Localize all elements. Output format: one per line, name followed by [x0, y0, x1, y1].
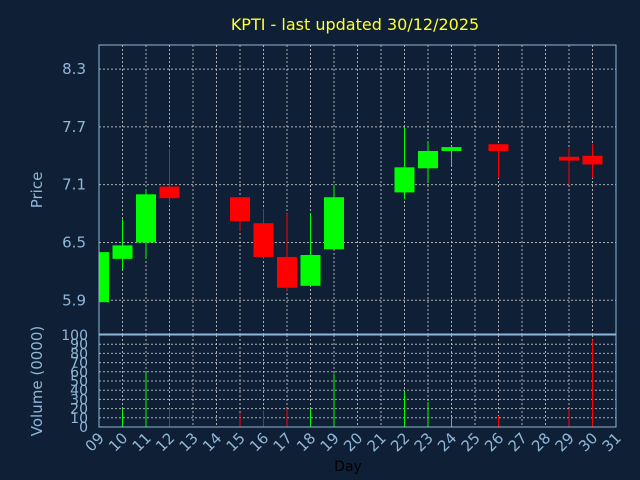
price-panel-frame — [98, 44, 617, 335]
volume-tick-label: 0 — [79, 420, 88, 436]
candle-body — [159, 186, 180, 199]
volume-gridlines — [98, 334, 617, 428]
x-tick-label: 16 — [246, 429, 272, 455]
candle-body — [559, 156, 579, 161]
x-tick-label: 30 — [575, 429, 601, 455]
price-tick-label: 8.3 — [62, 60, 86, 78]
chart-title: KPTI - last updated 30/12/2025 — [231, 15, 479, 34]
volume-tick-label: 20 — [70, 402, 88, 418]
volume-panel-frame — [98, 334, 617, 428]
price-tick-label: 7.7 — [62, 118, 86, 136]
volume-tick-label: 10 — [70, 411, 88, 427]
candle-body — [253, 223, 274, 257]
x-tick-label: 29 — [552, 429, 578, 455]
price-axis-label: Price — [28, 172, 46, 209]
volume-tick-label: 30 — [70, 392, 88, 408]
x-tick-label: 22 — [387, 429, 413, 455]
volume-tick-label: 90 — [70, 337, 88, 353]
candle-body — [300, 255, 321, 286]
x-tick-label: 10 — [105, 429, 131, 455]
candle-body — [277, 256, 297, 288]
candle-body — [441, 147, 462, 151]
x-tick-label: 18 — [293, 429, 319, 455]
x-tick-label: 25 — [458, 429, 484, 455]
candle-body — [582, 155, 603, 165]
x-axis-label: Day — [334, 459, 362, 475]
candle-body — [136, 194, 156, 243]
price-axis-ticks: 5.9 6.5 7.1 7.7 8.3 — [62, 60, 86, 309]
volume-tick-label: 60 — [70, 365, 88, 381]
price-tick-label: 5.9 — [62, 291, 86, 309]
volume-tick-label: 100 — [61, 328, 88, 344]
candle-body — [488, 144, 509, 151]
x-tick-label: 28 — [528, 429, 554, 455]
volume-tick-label: 70 — [70, 356, 88, 372]
price-tick-label: 7.1 — [62, 176, 86, 194]
volume-tick-label: 50 — [70, 374, 88, 390]
price-candles — [98, 126, 603, 303]
candle-body — [99, 252, 109, 303]
x-tick-label: 12 — [152, 429, 178, 455]
x-axis-ticks: 0910111213141516171819202122232425262728… — [82, 429, 625, 455]
x-tick-label: 21 — [364, 429, 390, 455]
x-tick-label: 13 — [176, 429, 202, 455]
volume-tick-label: 40 — [70, 383, 88, 399]
candle-body — [418, 150, 438, 169]
x-tick-label: 17 — [270, 429, 296, 455]
x-tick-label: 15 — [223, 429, 249, 455]
volume-tick-label: 80 — [70, 346, 88, 362]
x-tick-label: 20 — [340, 429, 366, 455]
x-tick-label: 23 — [411, 429, 437, 455]
price-tick-label: 6.5 — [62, 233, 86, 251]
x-tick-label: 31 — [599, 429, 625, 455]
volume-bars — [122, 339, 593, 427]
candle-body — [324, 197, 344, 250]
x-tick-label: 11 — [129, 429, 155, 455]
candle-body — [112, 245, 133, 259]
x-tick-label: 24 — [434, 429, 460, 455]
x-tick-label: 26 — [481, 429, 507, 455]
volume-axis-label: Volume (0000) — [28, 326, 46, 436]
x-tick-label: 19 — [317, 429, 343, 455]
x-tick-label: 14 — [199, 429, 225, 455]
candle-body — [230, 197, 250, 222]
candle-body — [394, 167, 415, 193]
x-tick-label: 27 — [505, 429, 531, 455]
